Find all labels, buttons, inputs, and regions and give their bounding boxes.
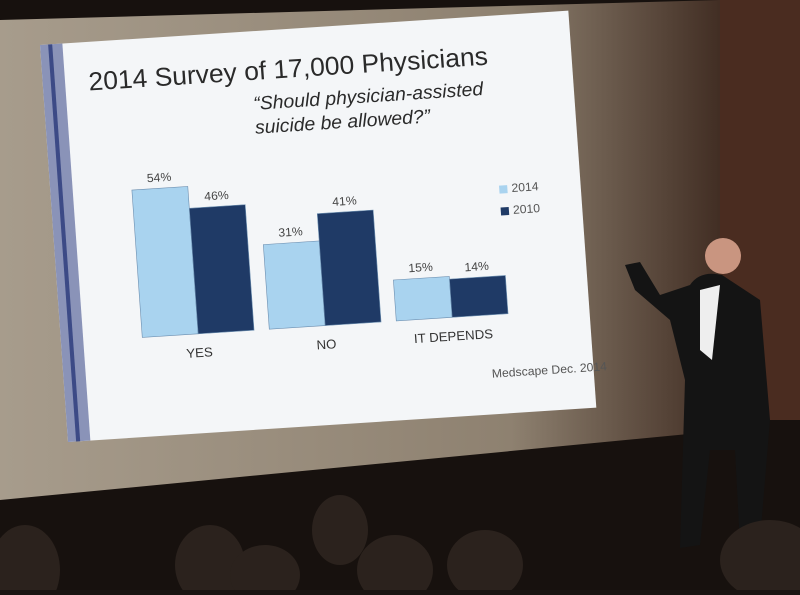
bar xyxy=(188,204,255,335)
x-tick-label: NO xyxy=(316,336,337,352)
value-label: 31% xyxy=(278,224,304,239)
bar xyxy=(316,209,382,326)
value-label: 41% xyxy=(332,193,358,208)
bar xyxy=(262,240,326,330)
bar xyxy=(131,186,199,338)
speaker xyxy=(625,238,770,548)
value-label: 46% xyxy=(204,188,230,203)
slide: 2014 Survey of 17,000 Physicians “Should… xyxy=(40,10,608,443)
legend-swatch xyxy=(500,206,510,216)
value-label: 14% xyxy=(464,259,490,274)
bar xyxy=(393,276,453,322)
legend-label: 2010 xyxy=(512,201,540,217)
legend-label: 2014 xyxy=(511,179,539,195)
slide-stripe xyxy=(48,44,81,442)
x-tick-label: YES xyxy=(186,344,214,361)
value-label: 15% xyxy=(408,260,434,275)
value-label: 54% xyxy=(146,170,172,185)
audience xyxy=(0,495,800,595)
bar xyxy=(449,275,509,318)
legend-swatch xyxy=(499,185,508,194)
x-tick-label: IT DEPENDS xyxy=(413,326,493,346)
